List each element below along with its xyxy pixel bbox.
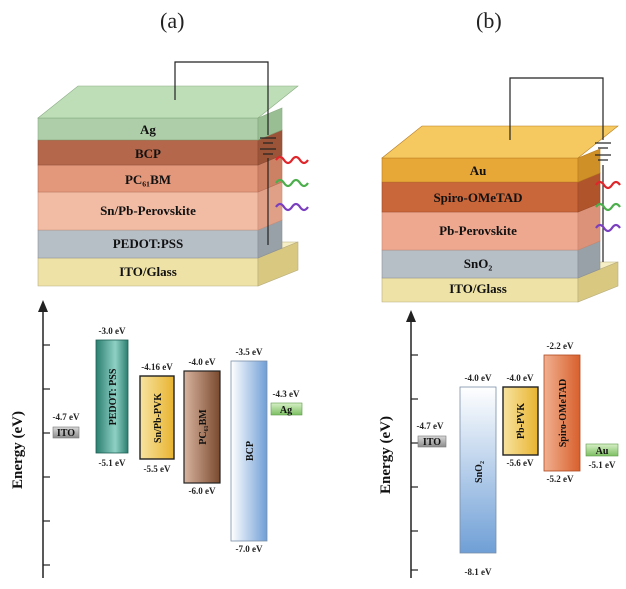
level-ito-b [417, 435, 447, 448]
layer-label-pcbm: PC₆₁BM [125, 172, 171, 187]
level-au-b [585, 443, 619, 457]
level-top-ito-a: -4.7 eV [53, 412, 80, 422]
layer-label-sno2: SnO₂ [464, 256, 493, 271]
level-top-ag-a: -4.3 eV [273, 389, 300, 399]
circuit-wire-b [509, 77, 604, 140]
panel-label-a: (a) [160, 8, 184, 33]
layer-label-ito: ITO/Glass [119, 264, 177, 279]
level-bottom-pb-pvk-b: -5.6 eV [507, 458, 534, 468]
level-bottom-pedot-a: -5.1 eV [99, 458, 126, 468]
level-ag-a [270, 402, 303, 416]
level-pcbm-a [183, 370, 221, 484]
level-spiro-b [543, 354, 581, 472]
level-bottom-snpb-pvk-a: -5.5 eV [144, 464, 171, 474]
y-axis-title-a: Energy (eV) [10, 411, 26, 489]
level-label-au-b: Au [596, 446, 609, 457]
y-axis-arrow-b [406, 310, 416, 322]
battery-icon-b [595, 142, 611, 161]
level-bottom-pcbm-a: -6.0 eV [189, 486, 216, 496]
layer-label-perovskite: Sn/Pb-Perovskite [100, 203, 196, 218]
layer-label-pedot: PEDOT:PSS [113, 236, 184, 251]
level-top-ito-b: -4.7 eV [417, 421, 444, 431]
level-label-pb-pvk-b: Pb-PVK [516, 403, 527, 439]
level-top-snpb-pvk-a: -4.16 eV [141, 362, 173, 372]
light-waves-icon [275, 155, 309, 212]
level-label-pedot-a: PEDOT: PSS [108, 368, 119, 425]
level-top-pcbm-a: -4.0 eV [189, 357, 216, 367]
level-pedot-a [95, 339, 129, 454]
level-bottom-au-b: -5.1 eV [589, 460, 616, 470]
circuit-wire [174, 61, 269, 135]
level-label-spiro-b: Spiro-OMeTAD [558, 379, 569, 448]
device-b-stack: Au Spiro-OMeTAD Pb-Perovskite SnO₂ ITO/G… [381, 77, 621, 303]
level-top-bcp-a: -3.5 eV [236, 347, 263, 357]
y-axis-title-b: Energy (eV) [378, 416, 394, 494]
level-label-ito-a: ITO [57, 428, 75, 439]
level-label-sno2-b: SnO₂ [474, 461, 485, 483]
level-top-pedot-a: -3.0 eV [99, 326, 126, 336]
level-ito-a [52, 426, 80, 439]
level-sno2-b [459, 386, 497, 554]
level-label-pcbm-a: PC₆₁BM [198, 409, 209, 445]
layer-label-ito-b: ITO/Glass [449, 281, 507, 296]
energy-diagram-b: Energy (eV) ITO -4.7 eV SnO₂ -4.0 eV -8.… [378, 310, 619, 578]
level-top-pb-pvk-b: -4.0 eV [507, 373, 534, 383]
energy-diagram-a: Energy (eV) ITO -4.7 eV PEDOT: PSS -3.0 … [10, 300, 303, 578]
layer-label-ag: Ag [140, 122, 156, 137]
layer-label-spiro: Spiro-OMeTAD [433, 190, 522, 205]
panel-label-b: (b) [476, 8, 502, 33]
level-bcp-a [230, 360, 268, 542]
level-top-spiro-b: -2.2 eV [547, 341, 574, 351]
device-a-stack: Ag BCP PC₆₁BM Sn/Pb-Perovskite PEDOT:PSS… [37, 61, 309, 287]
light-waves-icon-b [595, 180, 621, 233]
layer-label-au: Au [470, 163, 487, 178]
level-bottom-bcp-a: -7.0 eV [236, 544, 263, 554]
layer-label-pb-perovskite: Pb-Perovskite [439, 223, 517, 238]
level-label-ito-b: ITO [423, 437, 441, 448]
level-snpb-pvk-a [139, 375, 175, 460]
level-top-sno2-b: -4.0 eV [465, 373, 492, 383]
level-label-ag-a: Ag [280, 405, 292, 416]
y-axis-arrow-a [38, 300, 48, 312]
level-pb-pvk-b [502, 386, 539, 456]
battery-icon [260, 137, 276, 155]
level-label-bcp-a: BCP [245, 441, 256, 461]
level-label-snpb-pvk-a: Sn/Pb-PVK [153, 393, 164, 443]
layer-label-bcp: BCP [135, 146, 161, 161]
level-bottom-sno2-b: -8.1 eV [465, 567, 492, 577]
level-bottom-spiro-b: -5.2 eV [547, 474, 574, 484]
